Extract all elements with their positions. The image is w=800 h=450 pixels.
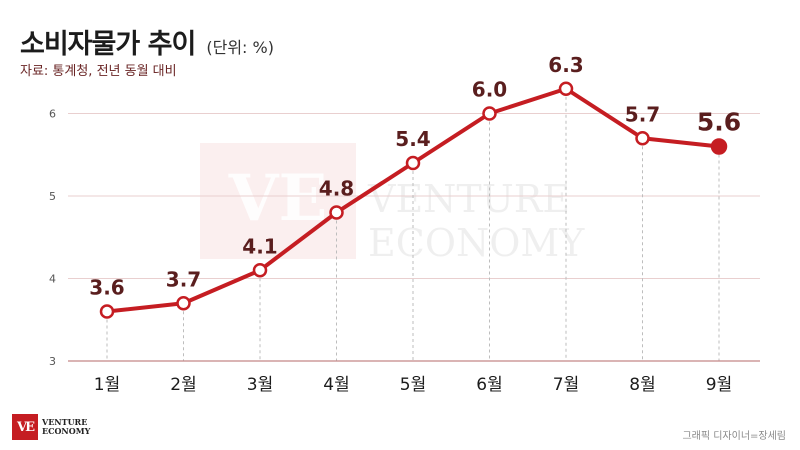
x-tick-label: 7월 [553,375,579,395]
logo-mark: VE [12,414,38,440]
data-label: 3.7 [166,267,201,291]
watermark-line-1: VENTURE [367,177,570,221]
x-tick-label: 3월 [247,375,273,395]
unit-label: (단위: %) [206,38,274,57]
data-point-highlight [710,138,728,155]
logo: VE VENTURE ECONOMY [12,414,90,440]
data-label: 5.4 [395,127,430,151]
data-point [99,304,115,319]
data-point [405,155,421,171]
y-tick-label: 3 [49,355,56,368]
data-point [635,131,650,146]
y-tick-label: 6 [49,108,56,121]
data-label: 4.8 [319,177,354,201]
x-tick-label: 8월 [629,375,655,395]
x-tick-label: 4월 [323,375,349,395]
data-label: 5.7 [625,102,660,126]
logo-line-2: ECONOMY [42,426,91,436]
data-label: 6.0 [472,78,507,102]
x-tick-label: 1월 [94,375,120,395]
chart-title: 소비자물가 추이 [20,29,196,60]
y-tick-label: 5 [49,190,56,203]
logo-line-1: VENTURE [42,417,88,427]
y-tick-label: 4 [49,273,56,286]
data-label: 6.3 [548,53,583,77]
data-point [482,106,497,121]
data-point [252,263,268,278]
x-tick-label: 2월 [170,375,196,395]
watermark-mark: VE [228,161,327,236]
x-tick-label: 6월 [476,375,502,395]
title-row: 소비자물가 추이 (단위: %) [20,22,274,61]
watermark-box [200,143,356,259]
watermark-line-2: ECONOMY [368,221,585,265]
source-note: 자료: 통계청, 전년 동월 대비 [20,64,177,79]
data-point [176,296,191,311]
data-label: 3.6 [89,276,124,300]
data-point [558,81,574,96]
data-point [329,205,344,220]
x-tick-label: 5월 [400,375,426,395]
data-label: 4.1 [242,234,277,258]
data-label: 5.6 [697,108,741,137]
logo-text: VENTURE ECONOMY [42,418,90,436]
x-tick-label: 9월 [706,375,732,395]
designer-credit: 그래픽 디자이너=장세림 [682,431,786,442]
